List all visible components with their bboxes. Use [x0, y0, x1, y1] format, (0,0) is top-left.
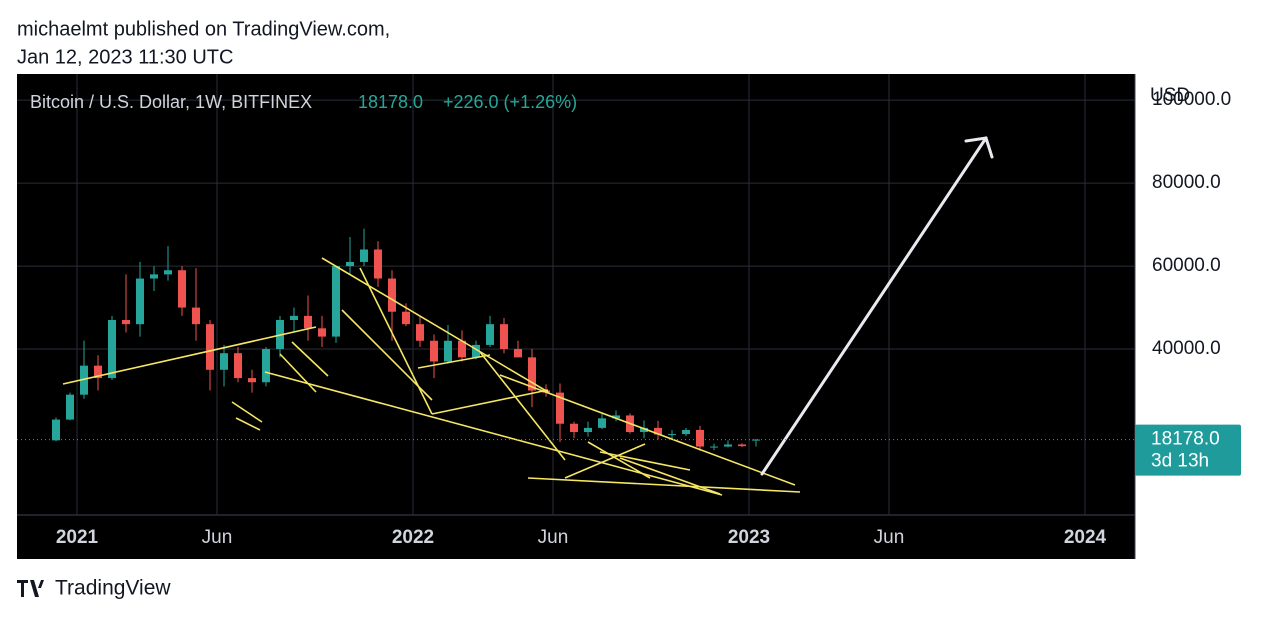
x-tick-label: 2023: [728, 527, 770, 548]
candle-body: [136, 278, 144, 325]
trendline: [619, 457, 721, 495]
trendline: [431, 389, 549, 415]
trendlines: [62, 257, 801, 496]
logo: TradingView: [17, 577, 171, 600]
last-price-line: 18178.03d 13h: [17, 424, 1241, 476]
candle-body: [220, 353, 228, 370]
candle-body: [556, 392, 564, 424]
candle-body: [416, 324, 424, 341]
candle-body: [430, 340, 438, 362]
candle-body: [248, 378, 256, 383]
candle-body: [94, 365, 102, 379]
candle-body: [360, 249, 368, 262]
countdown-label: 3d 13h: [1151, 451, 1209, 472]
arrow-shaft: [760, 136, 988, 476]
candle-body: [738, 444, 746, 447]
trendline: [231, 401, 263, 423]
candle-body: [192, 307, 200, 325]
candle-body: [66, 394, 74, 420]
x-tick-label: 2021: [56, 527, 99, 548]
candle-body: [514, 349, 522, 358]
candle-body: [108, 320, 116, 379]
y-tick-label: 40000.0: [1152, 338, 1221, 359]
trendline: [279, 353, 317, 393]
date-line: Jan 12, 2023 11:30 UTC: [17, 46, 233, 68]
candle-body: [486, 324, 494, 345]
brand: TradingView: [55, 577, 171, 600]
trendline: [62, 326, 317, 385]
candle-body: [388, 278, 396, 312]
candle-body: [164, 270, 172, 275]
candle-body: [500, 324, 508, 350]
candle-body: [668, 434, 676, 436]
author-line: michaelmt published on TradingView.com,: [17, 18, 390, 40]
last-price-label: 18178.0: [1151, 429, 1220, 450]
trendline: [321, 257, 549, 393]
trendline: [564, 443, 646, 479]
trendline: [587, 441, 651, 479]
candle-body: [318, 328, 326, 337]
candle-body: [122, 320, 130, 325]
arrow-head: [964, 136, 994, 159]
trendline: [235, 417, 261, 431]
symbol-label: Bitcoin / U.S. Dollar, 1W, BITFINEX: [30, 92, 312, 112]
candle-body: [80, 365, 88, 395]
last-price-badge: [1135, 424, 1241, 476]
x-tick-label: Jun: [874, 527, 905, 548]
candle-body: [752, 439, 760, 441]
candle-body: [178, 270, 186, 308]
candle-body: [724, 444, 732, 447]
candle-body: [262, 349, 270, 383]
legend-price: 18178.0: [358, 92, 423, 112]
y-tick-label: 100000.0: [1152, 89, 1231, 110]
x-tick-label: Jun: [202, 527, 233, 548]
candle-body: [472, 344, 480, 358]
candle-body: [346, 261, 354, 267]
trendline: [499, 374, 796, 486]
chart-background: [17, 74, 1135, 559]
candle-body: [682, 429, 690, 435]
x-tick-label: Jun: [538, 527, 569, 548]
candle-body: [458, 340, 466, 358]
candle-body: [570, 423, 578, 433]
candle-body: [528, 357, 536, 391]
candle-body: [584, 427, 592, 433]
trendline: [599, 451, 691, 471]
candle-body: [402, 311, 410, 325]
candle-body: [598, 418, 606, 428]
candle-body: [654, 427, 662, 435]
trendline: [291, 341, 329, 377]
x-tick-label: 2022: [392, 527, 434, 548]
candle-body: [52, 419, 60, 441]
candle-body: [150, 274, 158, 279]
y-tick-label: 60000.0: [1152, 255, 1221, 276]
grid: [17, 74, 1135, 515]
candle-body: [304, 315, 312, 329]
candles: [52, 228, 760, 451]
trendline: [417, 354, 491, 369]
trendline: [264, 371, 723, 496]
candle-body: [612, 415, 620, 419]
legend-change: +226.0 (+1.26%): [443, 92, 577, 112]
candle-body: [444, 340, 452, 362]
logo-mark: [17, 580, 44, 597]
y-tick-label: 80000.0: [1152, 172, 1221, 193]
candle-body: [640, 427, 648, 433]
trendline: [527, 477, 801, 493]
projection-arrow: [760, 136, 994, 476]
candle-body: [290, 315, 298, 321]
candle-body: [710, 446, 718, 448]
trendline: [359, 267, 433, 415]
trendline: [479, 351, 566, 461]
candle-body: [696, 429, 704, 447]
candle-body: [234, 353, 242, 379]
candle-body: [374, 249, 382, 279]
x-tick-label: 2024: [1064, 527, 1107, 548]
candle-body: [206, 324, 214, 370]
currency-label: USD: [1150, 85, 1190, 106]
candle-body: [332, 266, 340, 337]
